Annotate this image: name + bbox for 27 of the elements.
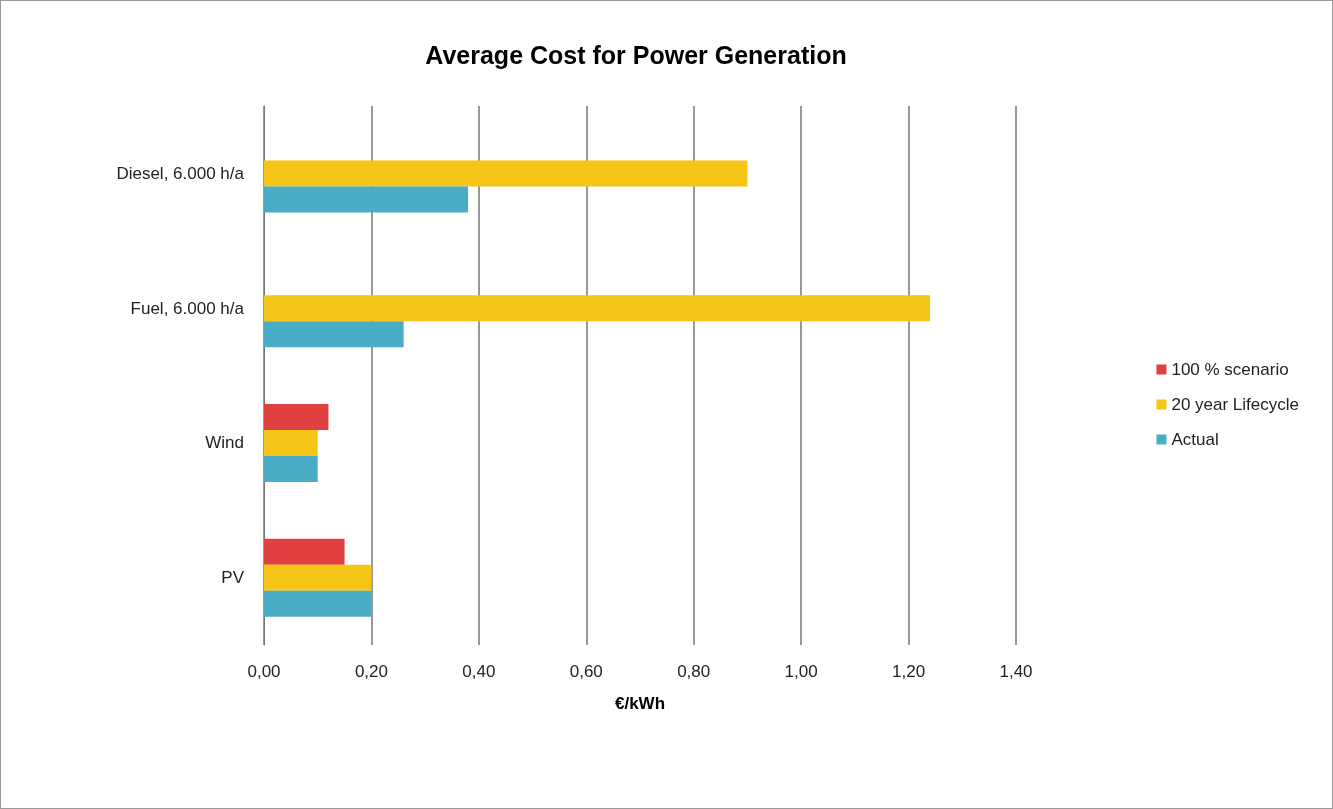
legend-label: 100 % scenario <box>1171 360 1289 379</box>
bar <box>264 295 931 322</box>
x-tick-label: 0,40 <box>462 662 496 681</box>
x-tick-label: 1,00 <box>784 662 818 681</box>
legend-label: 20 year Lifecycle <box>1171 395 1300 414</box>
bar <box>264 429 318 456</box>
x-tick-label: 0,60 <box>569 662 603 681</box>
chart-title: Average Cost for Power Generation <box>425 40 847 69</box>
x-tick-label: 0,20 <box>354 662 388 681</box>
y-tick-label: Wind <box>205 433 244 453</box>
bar <box>264 160 748 187</box>
bar <box>264 538 345 565</box>
y-tick-label: PV <box>221 568 245 588</box>
x-tick-label: 0,00 <box>247 662 281 681</box>
x-tick-label: 1,20 <box>892 662 926 681</box>
legend-label: Actual <box>1171 430 1219 449</box>
bar <box>264 590 372 617</box>
x-tick-label: 1,40 <box>999 662 1033 681</box>
bar <box>264 403 329 430</box>
y-tick-label: Fuel, 6.000 h/a <box>130 298 245 318</box>
x-axis-title: €/kWh <box>614 694 666 713</box>
bar <box>264 564 372 591</box>
bar <box>264 321 404 348</box>
bar <box>264 455 318 482</box>
bar <box>264 186 469 213</box>
y-tick-label: Diesel, 6.000 h/a <box>116 163 245 183</box>
x-tick-label: 0,80 <box>677 662 711 681</box>
